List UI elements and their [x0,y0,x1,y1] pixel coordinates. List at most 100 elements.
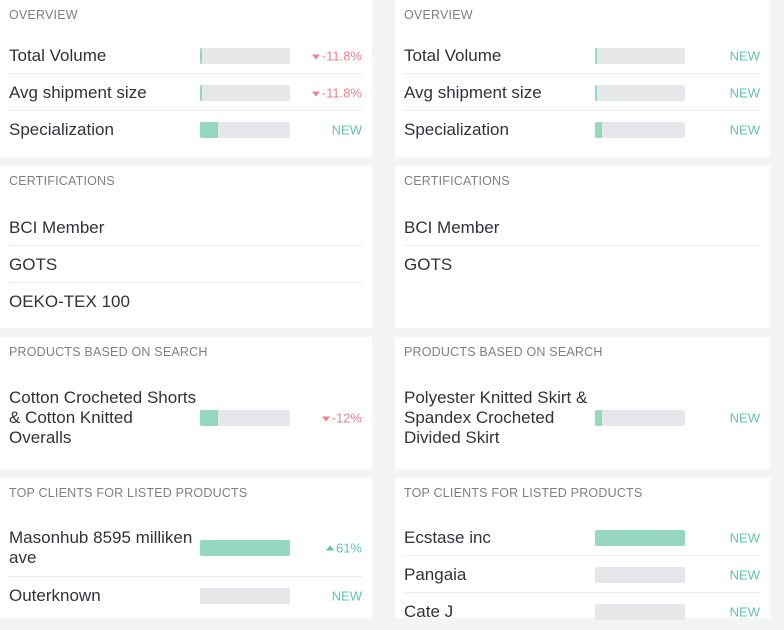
certification-item: GOTS [404,246,760,283]
progress-bar [595,566,685,583]
overview-card: OVERVIEW Total Volume -11.8% Avg shipment … [0,0,372,157]
progress-bar [200,47,290,64]
progress-bar-fill [595,410,603,426]
delta-badge: NEW [730,122,760,137]
delta-value: NEW [729,122,760,137]
metric-label: Specialization [9,119,114,139]
metric-label: Ecstase inc [404,527,491,547]
card-title: CERTIFICATIONS [9,174,115,188]
delta-value: -11.8% [321,48,362,63]
metric-label: Cotton Crocheted Shorts & Cotton Knitted… [9,388,197,447]
delta-value: NEW [729,604,760,619]
progress-bar [595,603,685,620]
metric-row-pangaia: Pangaia NEW [404,556,760,593]
metric-row-ecstase-inc: Ecstase inc NEW [404,519,760,556]
delta-value: -12% [331,410,362,426]
metric-label: Pangaia [404,564,467,584]
delta-badge: NEW [730,411,760,426]
delta-badge: NEW [730,48,760,63]
metric-label: Avg shipment size [9,82,147,102]
progress-bar-fill [595,84,597,101]
products-card: PRODUCTS BASED ON SEARCH Cotton Crochete… [0,337,372,469]
delta-value: NEW [331,122,362,137]
delta-badge: NEW [730,567,760,582]
certification-label: GOTS [9,254,58,274]
delta-badge: -11.8% [311,85,362,100]
metric-label: Cate J [404,601,454,621]
progress-bar-fill [200,540,290,556]
metric-row-polyester-knitted-skirt-spande: Polyester Knitted Skirt & Spandex Croche… [404,385,760,451]
overview-card: OVERVIEW Total Volume NEW Avg shipment siz… [395,0,770,157]
metric-row-specialization: Specialization NEW [9,111,362,148]
delta-value: 61% [335,540,362,556]
metric-label: Avg shipment size [404,82,542,102]
certification-label: OEKO-TEX 100 [9,291,130,311]
progress-bar-fill [200,47,202,64]
metric-row-total-volume: Total Volume -11.8% [9,37,362,74]
progress-bar [595,529,685,546]
clients-card: TOP CLIENTS FOR LISTED PRODUCTS Ecstase … [395,478,770,621]
progress-bar [200,540,290,556]
card-title: TOP CLIENTS FOR LISTED PRODUCTS [9,486,248,500]
metric-label: Masonhub 8595 milliken ave [9,528,193,567]
products-card: PRODUCTS BASED ON SEARCH Polyester Knitt… [395,337,770,469]
card-title: PRODUCTS BASED ON SEARCH [404,345,603,359]
delta-value: NEW [729,410,760,426]
progress-bar [200,410,290,426]
caret-up-icon [325,545,334,551]
certification-item: OEKO-TEX 100 [9,283,362,320]
progress-bar-fill [595,47,597,64]
delta-badge: NEW [730,604,760,619]
progress-bar [595,121,685,138]
certifications-card: CERTIFICATIONS BCI Member GOTS [395,166,770,328]
delta-badge: NEW [730,530,760,545]
progress-bar [595,410,685,426]
metric-row-avg-shipment-size: Avg shipment size NEW [404,74,760,111]
delta-badge: 61% [325,540,362,556]
progress-bar [200,121,290,138]
card-title: OVERVIEW [404,8,473,22]
progress-bar-fill [200,121,218,138]
delta-value: NEW [331,588,362,603]
certification-item: BCI Member [9,209,362,246]
delta-value: NEW [729,48,760,63]
metric-row-cate-j: Cate J NEW [404,593,760,630]
card-title: TOP CLIENTS FOR LISTED PRODUCTS [404,486,643,500]
certifications-card: CERTIFICATIONS BCI Member GOTS OEKO-TEX 10… [0,166,372,328]
caret-down-icon [311,54,320,59]
progress-bar-fill [200,410,218,426]
progress-bar [200,587,290,604]
progress-bar [595,84,685,101]
card-title: OVERVIEW [9,8,78,22]
delta-badge: NEW [332,588,362,603]
caret-down-icon [311,91,320,96]
progress-bar [595,47,685,64]
metric-row-outerknown: Outerknown NEW [9,577,362,614]
delta-badge: NEW [730,85,760,100]
caret-down-icon [321,416,330,422]
metric-label: Specialization [404,119,509,139]
progress-bar-fill [200,84,202,101]
metric-label: Total Volume [9,45,107,65]
progress-bar-fill [595,529,685,546]
certification-item: GOTS [9,246,362,283]
card-title: PRODUCTS BASED ON SEARCH [9,345,208,359]
certification-item: BCI Member [404,209,760,246]
metric-row-specialization: Specialization NEW [404,111,760,148]
certification-label: GOTS [404,254,453,274]
progress-bar [200,84,290,101]
certification-label: BCI Member [404,217,500,237]
delta-value: NEW [729,85,760,100]
metric-row-total-volume: Total Volume NEW [404,37,760,74]
delta-value: NEW [729,530,760,545]
metric-label: Outerknown [9,585,101,605]
clients-card: TOP CLIENTS FOR LISTED PRODUCTS Masonhub… [0,478,372,618]
delta-value: -11.8% [321,85,362,100]
metric-row-masonhub-8595-milliken-ave: Masonhub 8595 milliken ave 61% [9,519,362,577]
comparison-grid: OVERVIEW Total Volume -11.8% Avg shipment … [0,0,770,621]
delta-badge: NEW [332,122,362,137]
delta-badge: -12% [321,410,362,426]
delta-badge: -11.8% [311,48,362,63]
delta-value: NEW [729,567,760,582]
metric-row-cotton-crocheted-shorts-cotton: Cotton Crocheted Shorts & Cotton Knitted… [9,385,362,451]
